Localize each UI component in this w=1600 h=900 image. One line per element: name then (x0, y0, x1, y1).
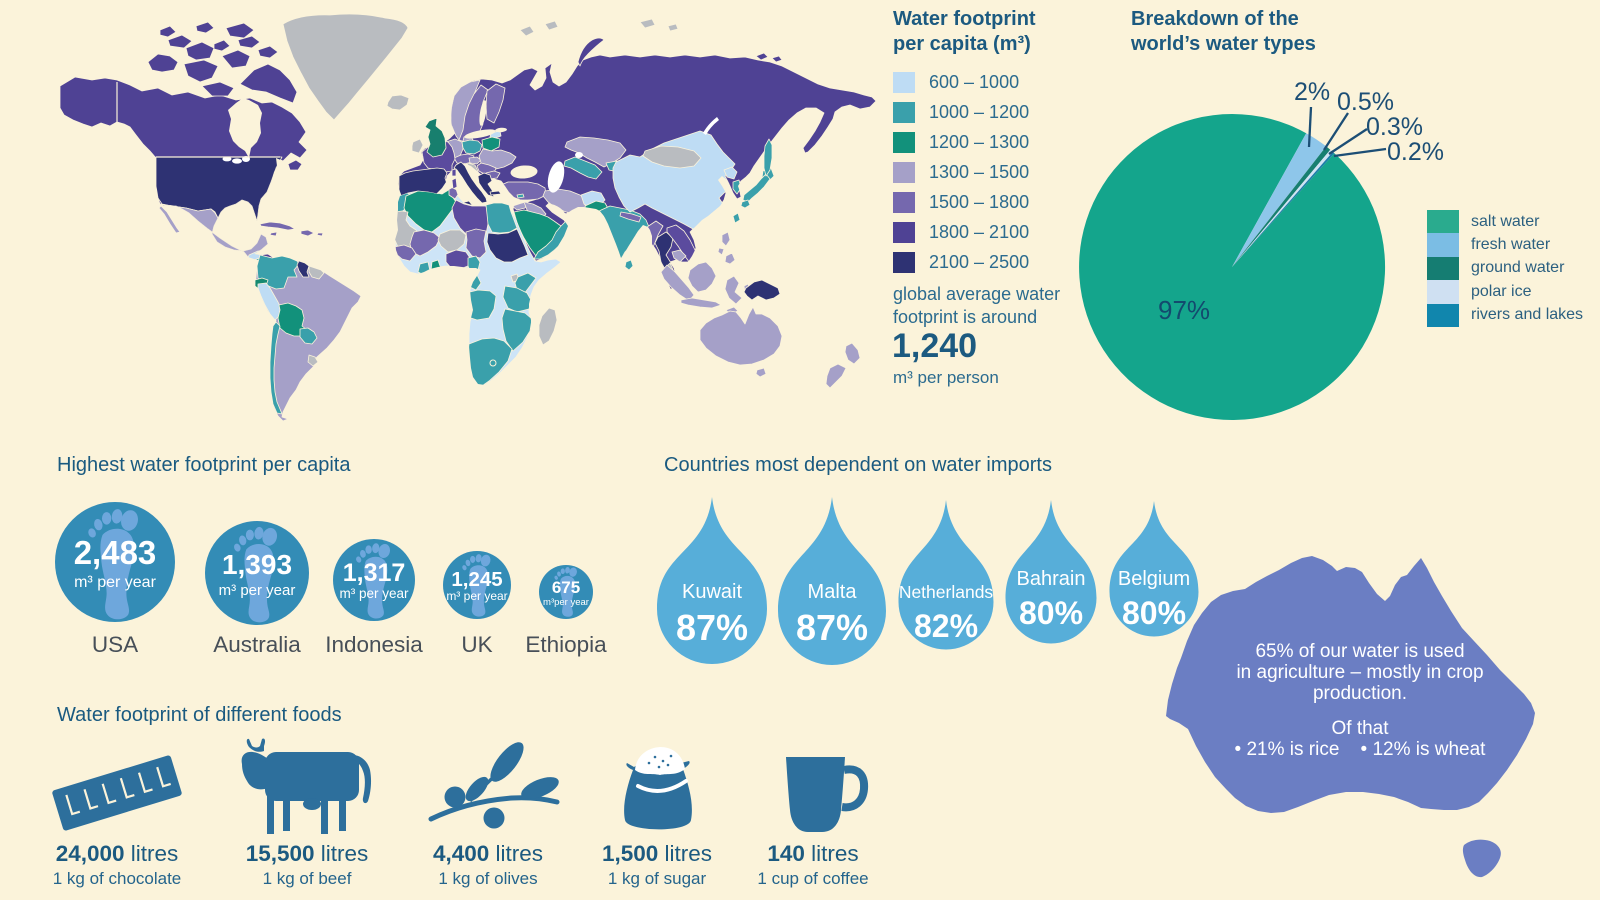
svg-text:87%: 87% (796, 607, 868, 648)
svg-text:80%: 80% (1019, 595, 1083, 631)
svg-text:1,500 litres: 1,500 litres (602, 841, 712, 866)
svg-text:87%: 87% (676, 607, 748, 648)
svg-text:Australia: Australia (213, 632, 301, 657)
svg-text:Kuwait: Kuwait (682, 581, 742, 603)
svg-text:Netherlands: Netherlands (899, 582, 994, 602)
svg-text:675: 675 (552, 578, 580, 597)
svg-text:65% of our water is used: 65% of our water is used (1255, 641, 1464, 662)
svg-text:Ethiopia: Ethiopia (525, 632, 607, 657)
svg-text:1 kg of chocolate: 1 kg of chocolate (53, 869, 182, 888)
svg-text:1,245: 1,245 (451, 568, 502, 591)
svg-text:4,400 litres: 4,400 litres (433, 841, 543, 866)
svg-text:UK: UK (461, 632, 492, 657)
svg-text:24,000 litres: 24,000 litres (56, 841, 179, 866)
svg-text:m³per year: m³per year (543, 597, 589, 608)
svg-text:Bahrain: Bahrain (1017, 568, 1086, 590)
svg-text:m³ per year: m³ per year (446, 589, 507, 603)
svg-text:m³ per year: m³ per year (219, 582, 296, 599)
svg-text:82%: 82% (914, 608, 978, 644)
svg-text:1,317: 1,317 (343, 559, 406, 587)
svg-text:1 cup of coffee: 1 cup of coffee (757, 869, 868, 888)
svg-text:15,500 litres: 15,500 litres (246, 841, 369, 866)
svg-text:80%: 80% (1122, 595, 1186, 631)
svg-text:USA: USA (92, 632, 138, 657)
svg-text:1,393: 1,393 (222, 549, 292, 580)
svg-text:m³ per year: m³ per year (339, 586, 409, 601)
svg-text:Indonesia: Indonesia (325, 632, 423, 657)
svg-text:1 kg of beef: 1 kg of beef (263, 869, 352, 888)
svg-text:2,483: 2,483 (74, 534, 157, 571)
svg-text:Of that: Of that (1331, 718, 1389, 739)
svg-text:1 kg of olives: 1 kg of olives (438, 869, 537, 888)
svg-text:1 kg of sugar: 1 kg of sugar (608, 869, 707, 888)
svg-text:Belgium: Belgium (1118, 568, 1190, 590)
svg-text:140 litres: 140 litres (767, 841, 858, 866)
svg-text:production.: production. (1313, 683, 1407, 704)
svg-text:• 21% is rice • 12% is whea: • 21% is rice • 12% is wheat (1235, 739, 1487, 760)
svg-text:m³ per year: m³ per year (74, 574, 156, 591)
svg-text:Malta: Malta (808, 581, 858, 603)
svg-text:in agriculture – mostly in cro: in agriculture – mostly in crop (1236, 662, 1483, 683)
